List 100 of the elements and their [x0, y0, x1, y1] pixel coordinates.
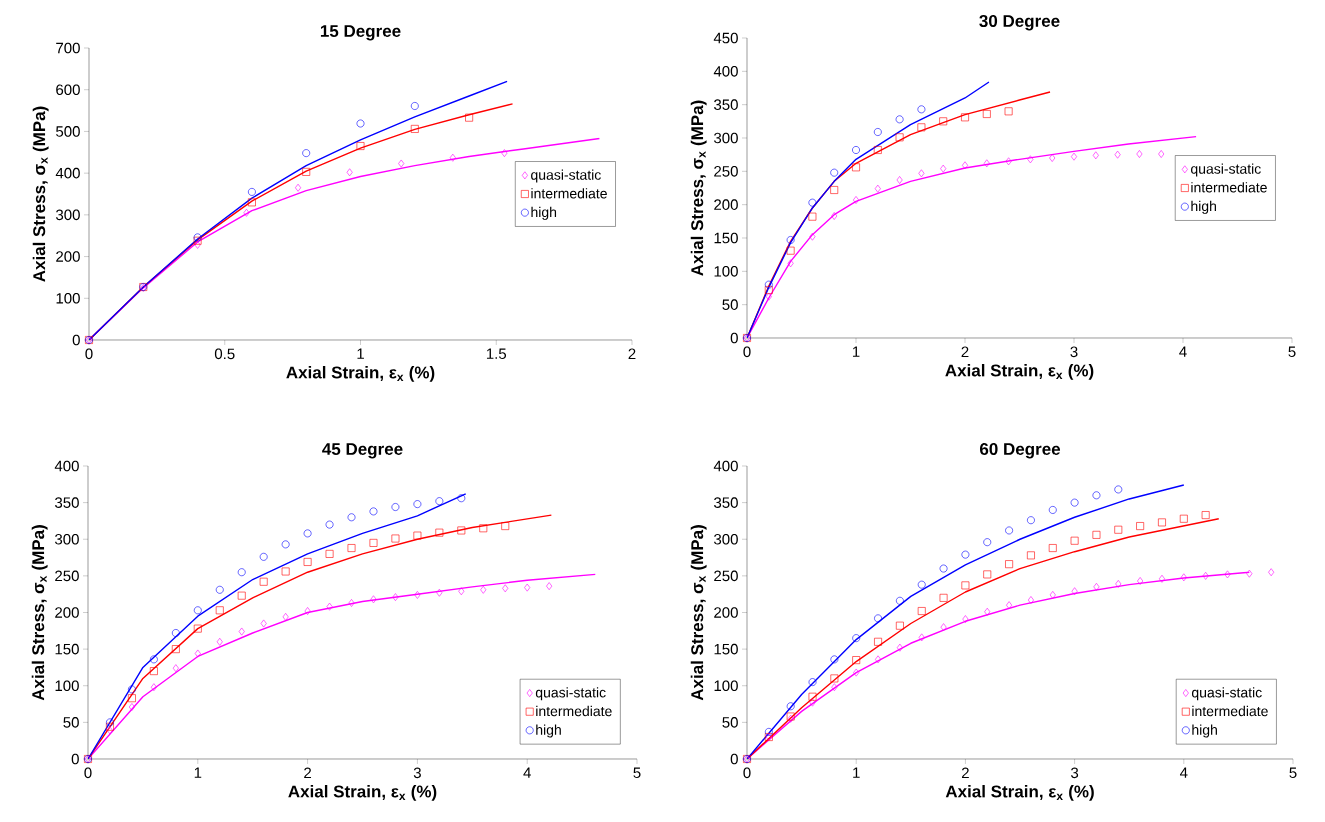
- y-tick-label: 0: [730, 332, 738, 344]
- y-axis-title: Axial Stress, σ$_{x}$ (MPa): [31, 525, 48, 701]
- y-tick-label: 150: [714, 643, 738, 655]
- point: [786, 246, 795, 255]
- point: [347, 544, 356, 552]
- point: [874, 184, 881, 193]
- y-tick-label: 200: [56, 251, 80, 262]
- point: [852, 163, 860, 172]
- x-tick-label: 3: [1071, 767, 1079, 779]
- point: [391, 503, 400, 511]
- point: [501, 149, 508, 158]
- point: [853, 668, 860, 677]
- x-tick-label: 0.5: [214, 348, 235, 360]
- point: [304, 607, 311, 615]
- point: [502, 584, 509, 593]
- point: [457, 526, 466, 535]
- point: [193, 624, 202, 633]
- point: [1071, 587, 1078, 596]
- x-axis-title: Axial Strain, ε$_{x}$ (%): [286, 366, 435, 382]
- point: [895, 133, 904, 142]
- point: [260, 619, 267, 628]
- point: [149, 655, 158, 664]
- x-tick-label: 3: [1070, 346, 1078, 358]
- y-tick-label: 100: [714, 680, 738, 692]
- y-tick-label: 350: [714, 497, 738, 508]
- point: [1114, 485, 1123, 494]
- y-tick-label: 100: [56, 292, 80, 304]
- point: [852, 146, 860, 154]
- point: [1049, 591, 1056, 599]
- point: [961, 550, 970, 559]
- point: [1114, 525, 1123, 534]
- point: [961, 581, 970, 590]
- legend-label: quasi-static: [531, 169, 601, 183]
- legend-label: high: [1192, 724, 1217, 738]
- point: [356, 119, 365, 128]
- point: [1071, 152, 1078, 161]
- point: [238, 627, 245, 636]
- point: [194, 240, 201, 249]
- point: [215, 585, 224, 594]
- x-axis-title: Axial Strain, ε$_{x}$ (%): [945, 785, 1094, 801]
- point: [874, 614, 882, 623]
- point: [282, 612, 289, 621]
- point: [524, 583, 531, 592]
- point: [281, 540, 290, 549]
- point: [347, 513, 356, 522]
- point: [1158, 574, 1165, 583]
- legend-label: high: [1191, 200, 1216, 214]
- legend-label: quasi-static: [1191, 163, 1261, 177]
- point: [830, 674, 839, 683]
- point: [295, 183, 302, 192]
- x-tick-label: 2: [961, 767, 969, 779]
- point: [917, 580, 926, 589]
- point: [413, 500, 422, 508]
- chart-title: 30 Degree: [979, 14, 1060, 31]
- x-tick-label: 5: [633, 767, 641, 778]
- point: [875, 655, 882, 664]
- x-tick-label: 2: [628, 348, 636, 359]
- point: [895, 596, 904, 605]
- point: [940, 623, 947, 632]
- point: [303, 529, 312, 538]
- point: [458, 587, 465, 596]
- point: [853, 196, 860, 204]
- point: [391, 534, 400, 543]
- point: [1158, 150, 1165, 158]
- x-tick-label: 5: [1288, 346, 1296, 357]
- y-tick-label: 150: [55, 643, 79, 655]
- chart-title: 45 Degree: [322, 443, 403, 459]
- point: [852, 634, 861, 643]
- x-tick-label: 1: [853, 767, 860, 778]
- point: [896, 643, 903, 652]
- chart-title: 15 Degree: [320, 25, 401, 41]
- point: [436, 588, 443, 597]
- x-tick-label: 0: [84, 767, 92, 779]
- point: [171, 629, 180, 637]
- y-axis-title: Axial Stress, σ$_{x}$ (MPa): [32, 106, 49, 282]
- y-tick-label: 350: [714, 99, 738, 110]
- y-tick-label: 50: [722, 717, 738, 728]
- x-tick-label: 2: [961, 346, 969, 357]
- x-axis-title: Axial Strain, ε$_{x}$ (%): [945, 364, 1094, 380]
- y-tick-label: 300: [55, 533, 79, 545]
- y-tick-label: 250: [714, 166, 738, 177]
- x-tick-label: 1.5: [486, 348, 507, 359]
- point: [398, 159, 405, 168]
- point: [874, 637, 882, 646]
- y-tick-label: 400: [54, 460, 79, 472]
- point: [1114, 150, 1121, 159]
- point: [765, 292, 772, 301]
- point: [896, 176, 903, 184]
- point: [413, 531, 422, 540]
- x-tick-label: 1: [852, 346, 860, 357]
- point: [193, 606, 202, 615]
- point: [983, 570, 992, 579]
- point: [808, 692, 817, 701]
- x-tick-label: 2: [304, 767, 312, 779]
- point: [348, 599, 355, 607]
- point: [917, 607, 926, 615]
- y-tick-label: 150: [714, 232, 738, 244]
- point: [830, 168, 839, 177]
- point: [1005, 560, 1013, 569]
- point: [786, 702, 795, 711]
